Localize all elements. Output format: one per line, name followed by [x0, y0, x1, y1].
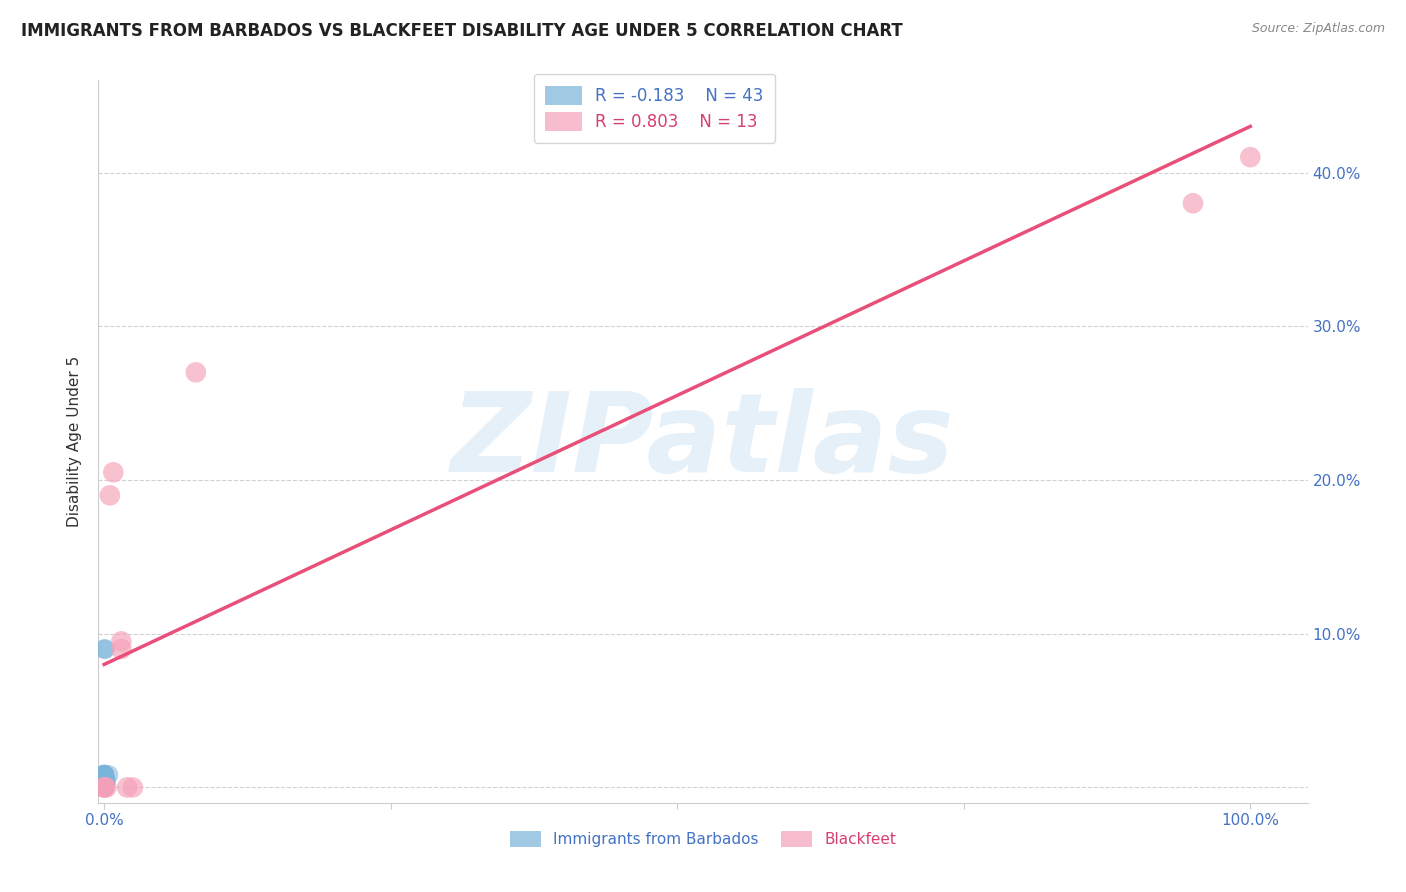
Point [93, 778, 115, 792]
Point [93, 780, 115, 795]
Point [93, 771, 115, 785]
Point [93, 780, 115, 795]
Point [93, 775, 115, 789]
Point [93, 770, 115, 784]
Point [93, 768, 115, 782]
Point [93, 780, 115, 794]
Point [110, 642, 132, 657]
Point [93, 772, 115, 787]
Point [93, 773, 115, 788]
Point [94, 770, 117, 784]
Point [93, 769, 115, 783]
Point [93, 642, 115, 657]
Text: IMMIGRANTS FROM BARBADOS VS BLACKFEET DISABILITY AGE UNDER 5 CORRELATION CHART: IMMIGRANTS FROM BARBADOS VS BLACKFEET DI… [21, 22, 903, 40]
Point [94, 772, 117, 786]
Point [94, 642, 117, 657]
Point [93, 774, 115, 789]
Text: Source: ZipAtlas.com: Source: ZipAtlas.com [1251, 22, 1385, 36]
Point [93, 776, 115, 790]
Point [93, 776, 115, 790]
Point [93, 767, 115, 781]
Point [93, 773, 115, 788]
Y-axis label: Disability Age Under 5: Disability Age Under 5 [67, 356, 83, 527]
Point [184, 365, 207, 379]
Point [121, 780, 143, 795]
Point [96, 780, 118, 795]
Point [93, 780, 115, 794]
Point [94, 773, 117, 788]
Point [1239, 150, 1261, 164]
Point [93, 774, 115, 789]
Point [94, 778, 117, 792]
Point [93, 777, 115, 791]
Point [94, 774, 117, 789]
Point [93, 768, 115, 782]
Point [93, 773, 115, 788]
Point [93, 776, 115, 790]
Point [93, 774, 115, 789]
Point [94, 774, 117, 789]
Point [93, 774, 115, 789]
Point [93, 767, 115, 781]
Point [97, 768, 120, 782]
Point [1181, 196, 1204, 211]
Point [93, 777, 115, 791]
Point [93, 779, 115, 793]
Point [93, 774, 115, 789]
Point [94, 771, 117, 785]
Text: ZIPatlas: ZIPatlas [451, 388, 955, 495]
Point [93, 775, 115, 789]
Point [110, 634, 132, 648]
Point [93, 775, 115, 789]
Point [115, 780, 138, 795]
Point [93, 775, 115, 789]
Point [93, 772, 115, 786]
Point [93, 772, 115, 787]
Point [103, 465, 125, 479]
Point [93, 780, 115, 795]
Point [98, 488, 121, 502]
Legend: Immigrants from Barbados, Blackfeet: Immigrants from Barbados, Blackfeet [503, 825, 903, 853]
Point [93, 772, 115, 786]
Point [93, 770, 115, 784]
